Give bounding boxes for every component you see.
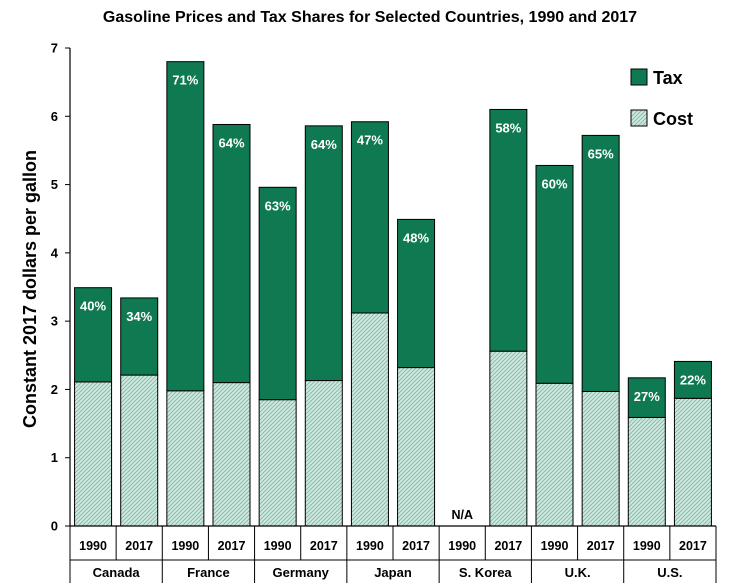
legend-label-tax: Tax — [653, 68, 683, 88]
cost-bar-segment — [489, 350, 528, 527]
tax-bar-segment — [489, 108, 528, 352]
cost-bar-segment — [350, 312, 389, 527]
cost-bar-segment — [258, 399, 297, 527]
tax-bar-segment — [74, 287, 113, 383]
cost-bar-segment — [627, 416, 666, 527]
cost-bar-segment — [74, 381, 113, 527]
x-year-label: 1990 — [264, 539, 292, 553]
tax-share-label: 58% — [495, 120, 521, 135]
x-year-label: 2017 — [310, 539, 338, 553]
x-country-label: Germany — [273, 565, 330, 580]
y-tick-label: 1 — [51, 450, 58, 465]
tax-bar-segment — [258, 186, 297, 401]
x-year-label: 2017 — [125, 539, 153, 553]
y-tick-label: 5 — [51, 177, 58, 192]
cost-bar-segment — [120, 374, 159, 527]
plot-area: 0 1 2 3 4 5 6 7 Constant 2017 dollars per gallon… — [20, 41, 717, 583]
x-country-label: France — [187, 565, 230, 580]
tax-bar-segment — [581, 134, 620, 392]
tax-bar-segment — [212, 123, 251, 384]
tax-bar-segment — [120, 297, 159, 376]
x-year-label: 1990 — [448, 539, 476, 553]
na-label: N/A — [451, 508, 473, 522]
tax-share-label: 63% — [265, 198, 291, 213]
tax-share-label: 60% — [541, 176, 567, 191]
tax-share-label: 64% — [218, 135, 244, 150]
y-tick-label: 7 — [51, 41, 58, 56]
tax-share-label: 40% — [80, 299, 106, 314]
cost-bar-segment — [535, 382, 574, 527]
tax-bar-segment — [627, 377, 666, 418]
x-year-label: 2017 — [402, 539, 430, 553]
cost-bar-segment — [166, 390, 205, 527]
tax-share-label: 47% — [357, 133, 383, 148]
tax-share-label: 34% — [126, 309, 152, 324]
tax-share-label: 22% — [680, 372, 706, 387]
x-year-label: 1990 — [79, 539, 107, 553]
tax-bar-segment — [166, 61, 205, 392]
y-tick-label: 2 — [51, 382, 58, 397]
cost-bar-segment — [673, 397, 712, 527]
x-year-label: 1990 — [541, 539, 569, 553]
cost-bar-segment — [212, 382, 251, 527]
legend-swatch-cost — [630, 109, 648, 127]
y-tick-label: 4 — [51, 245, 59, 260]
tax-bar-segment — [304, 125, 343, 382]
x-country-label: S. Korea — [459, 565, 513, 580]
cost-bar-segment — [304, 380, 343, 527]
x-country-label: Japan — [374, 565, 412, 580]
x-year-label: 1990 — [633, 539, 661, 553]
cost-bar-segment — [397, 367, 436, 527]
tax-bar-segment — [350, 121, 389, 314]
y-tick-label: 6 — [51, 109, 58, 124]
chart-title: Gasoline Prices and Tax Shares for Selec… — [103, 9, 637, 26]
x-country-label: Canada — [93, 565, 141, 580]
x-country-label: U.S. — [657, 565, 682, 580]
y-axis-title: Constant 2017 dollars per gallon — [20, 150, 40, 428]
x-country-label: U.K. — [565, 565, 591, 580]
y-tick-label: 0 — [51, 519, 58, 534]
cost-bar-segment — [581, 390, 620, 527]
x-year-label: 2017 — [494, 539, 522, 553]
tax-share-label: 48% — [403, 230, 429, 245]
x-year-label: 2017 — [679, 539, 707, 553]
x-year-label: 1990 — [356, 539, 384, 553]
tax-share-label: 27% — [634, 389, 660, 404]
tax-bar-segment — [397, 218, 436, 369]
tax-bar-segment — [673, 360, 712, 399]
tax-share-label: 71% — [172, 73, 198, 88]
tax-share-label: 64% — [311, 137, 337, 152]
x-year-label: 1990 — [171, 539, 199, 553]
tax-bar-segment — [535, 164, 574, 384]
tax-share-label: 65% — [588, 146, 614, 161]
legend-label-cost: Cost — [653, 109, 693, 129]
legend-swatch-tax — [630, 68, 648, 86]
y-tick-label: 3 — [51, 314, 58, 329]
legend: Tax Cost — [630, 68, 693, 129]
x-year-label: 2017 — [587, 539, 615, 553]
x-year-label: 2017 — [218, 539, 246, 553]
